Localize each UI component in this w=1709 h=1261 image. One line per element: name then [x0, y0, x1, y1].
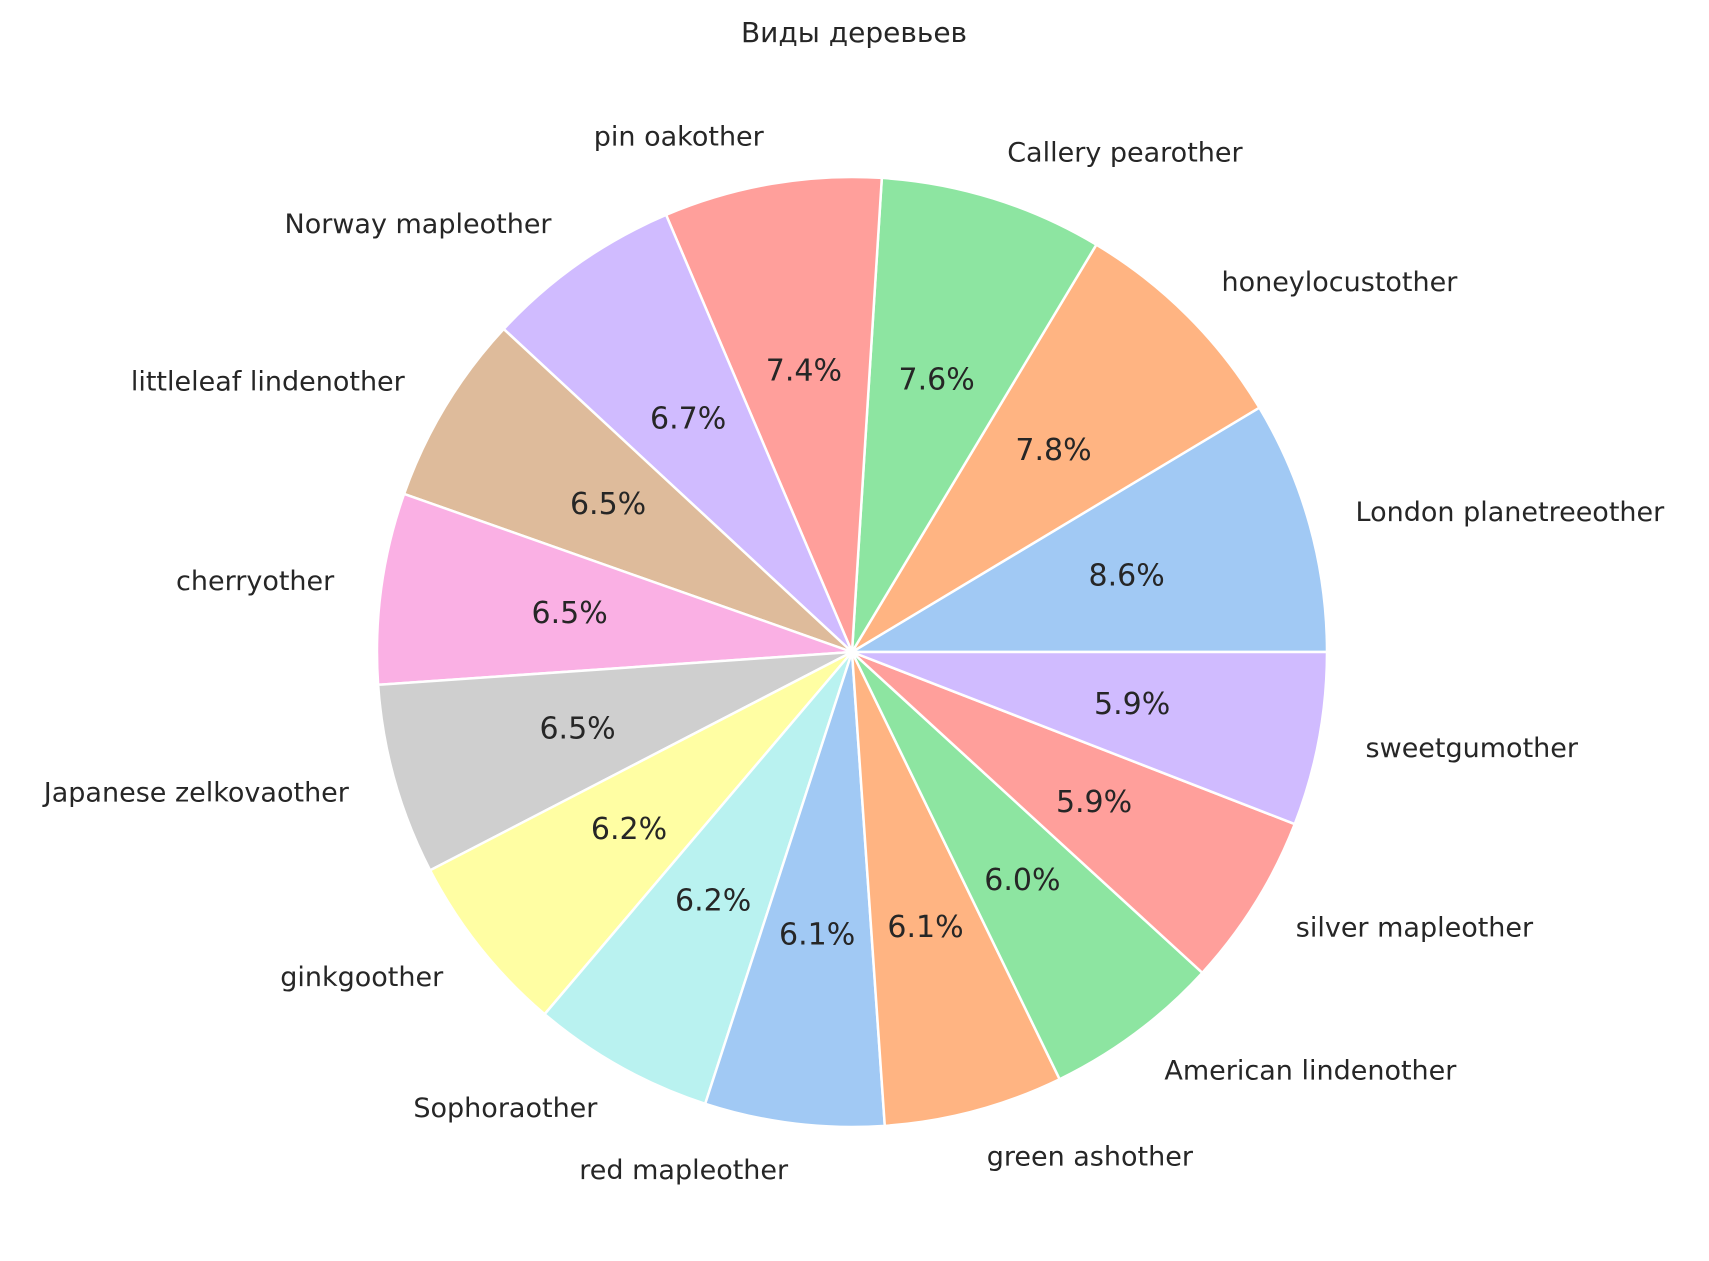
pie-slice [850, 242, 1262, 654]
slice-category-label: Sophoraother [413, 1093, 598, 1124]
pie-slice [850, 651, 1062, 1128]
slice-percent-label: 6.2% [591, 812, 667, 847]
slice-percent-label: 8.6% [1089, 558, 1165, 593]
pie-slice [850, 651, 1205, 1081]
slice-percent-label: 7.8% [1015, 433, 1091, 468]
slice-category-label: littleleaf lindenother [131, 366, 406, 397]
pie-slice [428, 650, 853, 1016]
slice-category-label: pin oakother [594, 122, 765, 153]
slice-percent-label: 6.1% [779, 917, 855, 952]
slice-category-label: Japanese zelkovaother [42, 778, 350, 809]
slice-category-label: silver mapleother [1296, 912, 1534, 943]
slice-category-label: London planetreeother [1356, 497, 1666, 528]
slice-percent-label: 5.9% [1056, 785, 1132, 820]
slice-category-label: American lindenother [1164, 1055, 1457, 1086]
pie-slice [850, 176, 1099, 653]
slice-percent-label: 6.5% [531, 596, 607, 631]
slice-percent-label: 6.5% [539, 711, 615, 746]
slice-percent-label: 6.1% [887, 910, 963, 945]
slice-category-label: Norway mapleother [285, 209, 553, 240]
slice-category-label: red mapleother [579, 1155, 789, 1186]
slice-percent-label: 6.7% [650, 401, 726, 436]
pie-category-labels: London planetreeother honeylocustother Cal… [42, 122, 1665, 1187]
slice-category-label: honeylocustother [1221, 267, 1458, 298]
pie-slice [851, 650, 1329, 826]
pie-slice [664, 175, 884, 653]
pie-percent-labels: 8.6% 7.8% 7.6% 7.4% 6.7% 6.5% 6.5% 6.5% 6.2% 6.2%… [531, 354, 1170, 953]
pie-slice [501, 213, 854, 653]
chart-title: Виды деревьев [741, 16, 967, 49]
slice-percent-label: 6.0% [984, 863, 1060, 898]
pie-slice [847, 405, 1329, 654]
slice-category-label: Callery pearother [1007, 138, 1243, 169]
pie-slice [851, 650, 1297, 975]
slice-percent-label: 7.6% [899, 362, 975, 397]
pie-slices [375, 175, 1329, 1129]
pie-slice [375, 492, 853, 687]
slice-category-label: sweetgumother [1366, 733, 1579, 764]
slice-percent-label: 6.5% [570, 487, 646, 522]
slice-category-label: green ashother [987, 1141, 1194, 1172]
pie-slice [703, 651, 887, 1129]
pie-slice [376, 650, 853, 872]
pie-slice [402, 327, 853, 654]
slice-percent-label: 6.2% [675, 883, 751, 918]
slice-category-label: ginkgoother [280, 962, 444, 993]
pie-slice [542, 651, 854, 1106]
slice-category-label: cherryother [176, 566, 335, 597]
slice-percent-label: 7.4% [766, 354, 842, 389]
slice-percent-label: 5.9% [1094, 687, 1170, 722]
